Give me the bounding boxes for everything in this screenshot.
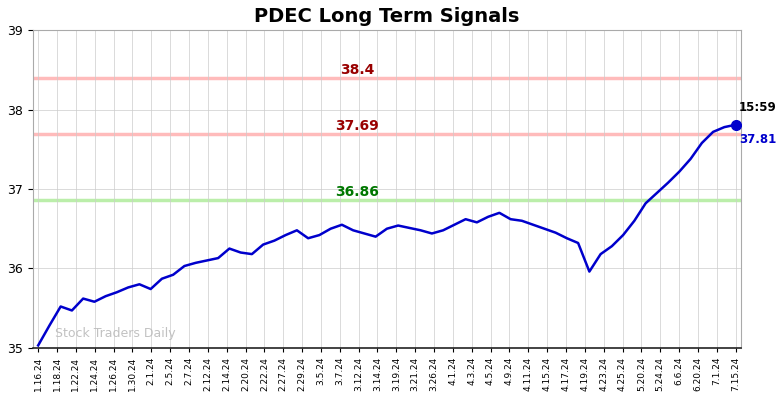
Text: 36.86: 36.86 — [335, 185, 379, 199]
Text: 37.69: 37.69 — [336, 119, 379, 133]
Text: 15:59: 15:59 — [739, 101, 777, 114]
Text: Stock Traders Daily: Stock Traders Daily — [55, 327, 176, 340]
Text: 37.81: 37.81 — [739, 133, 776, 146]
Text: 38.4: 38.4 — [340, 63, 374, 77]
Title: PDEC Long Term Signals: PDEC Long Term Signals — [254, 7, 520, 26]
